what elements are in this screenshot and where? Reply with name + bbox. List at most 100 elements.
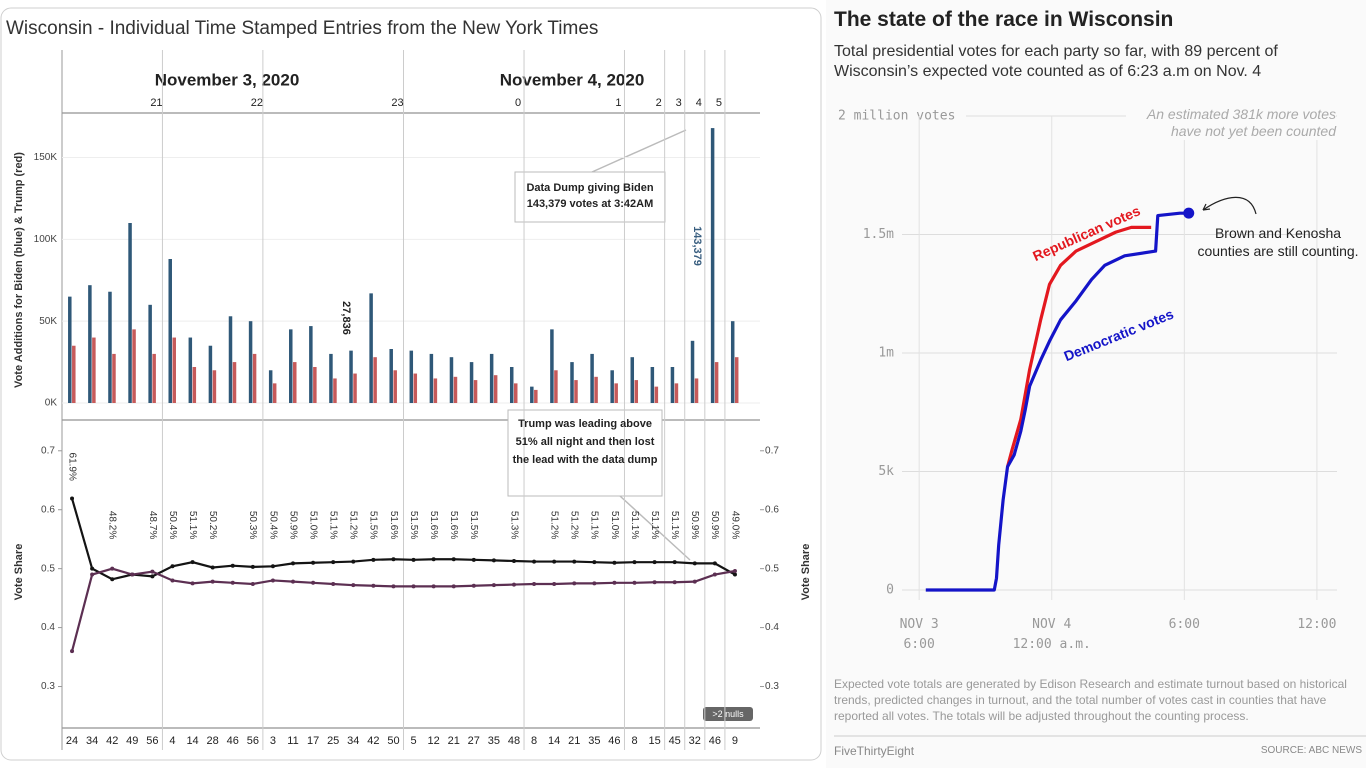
- bar: [409, 350, 414, 403]
- point: [451, 584, 456, 589]
- point: [351, 583, 356, 588]
- y2-tick-label: 0.7: [765, 445, 779, 456]
- bar: [670, 367, 675, 403]
- data-label: 51.6%: [428, 511, 439, 539]
- bar: [272, 383, 277, 403]
- x-tick-label: 21: [448, 735, 460, 747]
- point: [632, 580, 637, 585]
- bar: [530, 386, 534, 403]
- annotation: An estimated 381k more votes have not ye…: [1126, 106, 1336, 140]
- x-tick-label: 14: [548, 735, 560, 747]
- arrow: [591, 129, 687, 173]
- point: [491, 583, 496, 588]
- y-tick-label: 0: [886, 583, 894, 598]
- annotation-box: [514, 171, 666, 223]
- x-tick-label: 8: [631, 735, 637, 747]
- x-tick-label: 56: [146, 735, 158, 747]
- x-tick-label: 56: [247, 735, 259, 747]
- bar: [489, 353, 494, 403]
- x-tick-label: 24: [66, 735, 78, 747]
- x-tick-label: 15: [648, 735, 660, 747]
- point: [70, 649, 75, 654]
- x-tick-label: 46: [608, 735, 620, 747]
- x-tick-label: 21: [150, 97, 162, 109]
- bar: [413, 373, 418, 403]
- point: [291, 579, 296, 584]
- point: [471, 583, 476, 588]
- bar: [634, 380, 639, 403]
- x-tick-label: 11: [287, 735, 298, 747]
- point: [190, 560, 195, 565]
- data-label: 51.1%: [649, 511, 660, 539]
- bar: [208, 345, 213, 403]
- data-label: 50.4%: [167, 511, 178, 539]
- point: [391, 584, 396, 589]
- date-label: November 3, 2020: [155, 70, 300, 89]
- x-tick-label: 25: [327, 735, 339, 747]
- bar: [513, 383, 518, 403]
- y-tick-label: 150K: [34, 152, 58, 163]
- point: [652, 560, 657, 565]
- bar: [574, 380, 578, 403]
- point: [391, 557, 396, 562]
- point: [672, 580, 677, 585]
- y2-tick-label: 0.3: [765, 681, 779, 692]
- point: [652, 580, 657, 585]
- x-tick-label: 35: [588, 735, 600, 747]
- arrow: [1202, 196, 1257, 215]
- x-tick-label: 17: [307, 735, 319, 747]
- bar: [172, 337, 176, 403]
- x-tick-label: 35: [488, 735, 500, 747]
- data-label: 51.5%: [468, 511, 479, 539]
- bar: [68, 296, 72, 403]
- bar: [509, 367, 514, 403]
- data-label: 51.6%: [388, 511, 399, 539]
- source: SOURCE: ABC NEWS: [1260, 745, 1362, 756]
- point: [130, 572, 135, 577]
- x-tick-label: 49: [126, 735, 138, 747]
- point: [511, 582, 516, 587]
- series-line: [925, 211, 1189, 592]
- date-label: November 4, 2020: [500, 70, 645, 89]
- bar: [694, 378, 699, 403]
- bar: [734, 357, 739, 403]
- bar-annotation: 143,379: [691, 226, 703, 266]
- data-label: 51.1%: [187, 511, 198, 539]
- bar: [108, 291, 112, 403]
- point: [532, 581, 537, 586]
- point: [692, 579, 697, 584]
- point: [511, 558, 516, 563]
- data-label: 50.4%: [267, 511, 278, 539]
- bar: [674, 383, 679, 403]
- bar: [309, 326, 313, 403]
- x-tick-label: NOV 3 6:00: [899, 617, 939, 652]
- bar: [168, 259, 172, 403]
- x-tick-label: 32: [689, 735, 701, 747]
- x-tick-label: 21: [568, 735, 580, 747]
- footnote: Expected vote totals are generated by Ed…: [834, 677, 1347, 723]
- bar: [594, 376, 598, 403]
- bar: [248, 321, 253, 403]
- data-label: 51.2%: [549, 511, 560, 539]
- bar: [188, 337, 193, 403]
- annotation: >2 nulls: [712, 709, 744, 719]
- point: [552, 559, 557, 564]
- x-tick-label: 12: [428, 735, 440, 747]
- point: [170, 564, 175, 569]
- point: [632, 560, 637, 565]
- bar: [433, 378, 438, 403]
- x-tick-label: 27: [468, 735, 480, 747]
- point: [491, 558, 496, 563]
- bar: [469, 362, 474, 403]
- annotation: Trump was leading above 51% all night an…: [512, 418, 658, 466]
- point: [150, 569, 155, 574]
- x-tick-label: 4: [696, 97, 702, 109]
- point: [90, 572, 95, 577]
- bar: [293, 362, 297, 403]
- bar: [393, 370, 397, 403]
- bar: [449, 357, 454, 403]
- point: [411, 584, 416, 589]
- bar: [128, 223, 132, 403]
- x-tick-label: 3: [676, 97, 682, 109]
- bar: [148, 304, 152, 403]
